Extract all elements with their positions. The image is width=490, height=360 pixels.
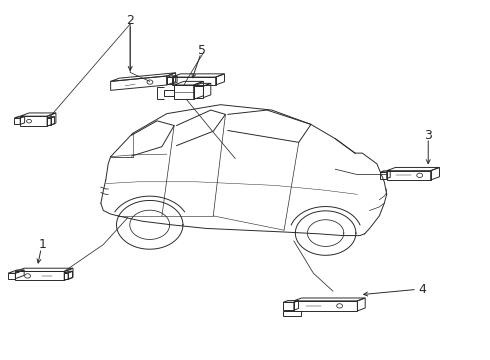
Text: 3: 3 — [424, 129, 432, 142]
Text: 4: 4 — [418, 283, 426, 296]
Text: 5: 5 — [198, 44, 206, 57]
Text: 1: 1 — [38, 238, 46, 251]
Text: 2: 2 — [126, 14, 134, 27]
